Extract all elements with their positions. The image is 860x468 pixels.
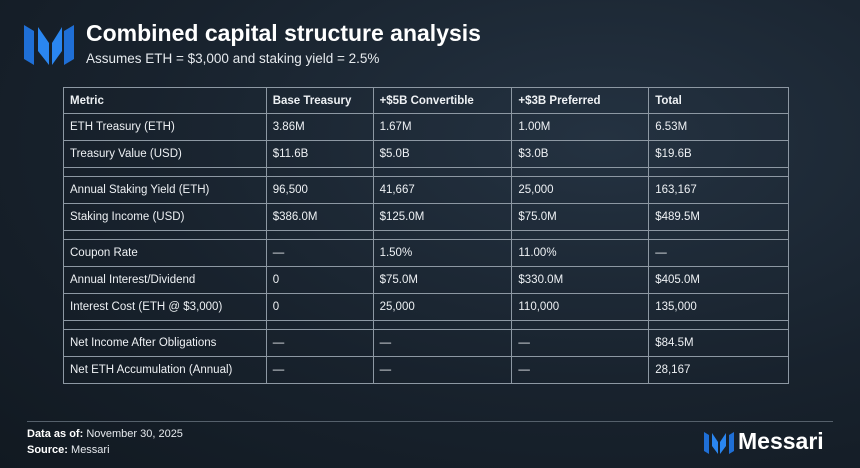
value-cell: — — [265, 356, 374, 384]
value-cell: $405.0M — [648, 266, 789, 294]
table-row: Staking Income (USD) $386.0M $125.0M $75.0M… — [63, 203, 789, 231]
date-label: Data as of: — [27, 428, 84, 440]
value-cell: $75.0M — [511, 203, 650, 231]
value-cell: $84.5M — [648, 329, 789, 357]
metric-cell: Net Income After Obligations — [63, 329, 267, 357]
value-cell: — — [265, 239, 374, 267]
metric-cell: Annual Interest/Dividend — [63, 266, 267, 294]
value-cell: 1.67M — [372, 113, 513, 141]
spacer-row — [63, 320, 789, 330]
metric-cell: Net ETH Accumulation (Annual) — [63, 356, 267, 384]
value-cell: 41,667 — [372, 176, 513, 204]
value-cell: — — [511, 356, 650, 384]
metric-cell: Annual Staking Yield (ETH) — [63, 176, 267, 204]
table-row: Interest Cost (ETH @ $3,000) 0 25,000 110,0… — [63, 293, 789, 321]
date-note: Data as of: November 30, 2025 — [27, 428, 183, 440]
value-cell: 25,000 — [372, 293, 513, 321]
spacer-row — [63, 230, 789, 240]
metric-cell: Staking Income (USD) — [63, 203, 267, 231]
value-cell: $489.5M — [648, 203, 789, 231]
value-cell: 1.00M — [511, 113, 650, 141]
table-row: Annual Interest/Dividend 0 $75.0M $330.0M $4… — [63, 266, 789, 294]
value-cell: 163,167 — [648, 176, 789, 204]
spacer-cell — [372, 320, 513, 330]
value-cell: 135,000 — [648, 293, 789, 321]
spacer-cell — [265, 167, 374, 177]
table-row: Coupon Rate —1.50% 11.00% — — [63, 239, 789, 267]
value-cell: — — [511, 329, 650, 357]
column-header: Total — [648, 87, 789, 114]
metric-cell: ETH Treasury (ETH) — [63, 113, 267, 141]
subtitle: Assumes ETH = $3,000 and staking yield =… — [86, 51, 380, 66]
value-cell: 0 — [265, 293, 374, 321]
value-cell: 11.00% — [511, 239, 650, 267]
spacer-cell — [648, 320, 789, 330]
value-cell: 0 — [265, 266, 374, 294]
table-row: ETH Treasury (ETH) 3.86M 1.67M 1.00M 6.53M — [63, 113, 789, 141]
spacer-cell — [372, 167, 513, 177]
column-header: Base Treasury — [265, 87, 374, 114]
metric-cell: Coupon Rate — [63, 239, 267, 267]
table: Metric Base Treasury +$5B Convertible +$3B … — [63, 87, 789, 384]
source: Messari — [71, 444, 110, 456]
value-cell: 110,000 — [511, 293, 650, 321]
header-row: Metric Base Treasury +$5B Convertible +$3B … — [63, 87, 789, 114]
value-cell: — — [372, 329, 513, 357]
spacer-cell — [63, 167, 267, 177]
spacer-cell — [265, 320, 374, 330]
spacer-cell — [63, 230, 267, 240]
value-cell: 25,000 — [511, 176, 650, 204]
value-cell: — — [265, 329, 374, 357]
spacer-cell — [648, 230, 789, 240]
table-row: Annual Staking Yield (ETH) 96,500 41,667 25… — [63, 176, 789, 204]
metric-cell: Interest Cost (ETH @ $3,000) — [63, 293, 267, 321]
column-header: Metric — [63, 87, 267, 114]
value-cell: — — [648, 239, 789, 267]
source-note: Source: Messari — [27, 444, 110, 456]
value-cell: $125.0M — [372, 203, 513, 231]
brand: Messari — [738, 428, 824, 454]
divider — [27, 421, 833, 422]
value-cell: $75.0M — [372, 266, 513, 294]
value-cell: $386.0M — [265, 203, 374, 231]
value-cell: — — [372, 356, 513, 384]
table-row: Treasury Value (USD) $11.6B $5.0B $3.0B $19.… — [63, 140, 789, 168]
metric-cell: Treasury Value (USD) — [63, 140, 267, 168]
date: November 30, 2025 — [86, 428, 183, 440]
value-cell: $3.0B — [511, 140, 650, 168]
spacer-cell — [511, 230, 650, 240]
value-cell: 3.86M — [265, 113, 374, 141]
spacer-row — [63, 167, 789, 177]
value-cell: 28,167 — [648, 356, 789, 384]
logo — [24, 25, 74, 65]
table-row: Net Income After Obligations — — — $84.5M — [63, 329, 789, 357]
table-row: Net ETH Accumulation (Annual) — — —28,167 — [63, 356, 789, 384]
value-cell: $330.0M — [511, 266, 650, 294]
value-cell: 6.53M — [648, 113, 789, 141]
value-cell: $19.6B — [648, 140, 789, 168]
value-cell: 96,500 — [265, 176, 374, 204]
spacer-cell — [372, 230, 513, 240]
spacer-cell — [63, 320, 267, 330]
title: Combined capital structure analysis — [86, 20, 481, 46]
spacer-cell — [648, 167, 789, 177]
value-cell: 1.50% — [372, 239, 513, 267]
spacer-cell — [511, 320, 650, 330]
value-cell: $5.0B — [372, 140, 513, 168]
spacer-cell — [511, 167, 650, 177]
value-cell: $11.6B — [265, 140, 374, 168]
column-header: +$3B Preferred — [511, 87, 650, 114]
column-header: +$5B Convertible — [372, 87, 513, 114]
spacer-cell — [265, 230, 374, 240]
source-label: Source: — [27, 444, 68, 456]
brand-logo — [704, 432, 734, 454]
